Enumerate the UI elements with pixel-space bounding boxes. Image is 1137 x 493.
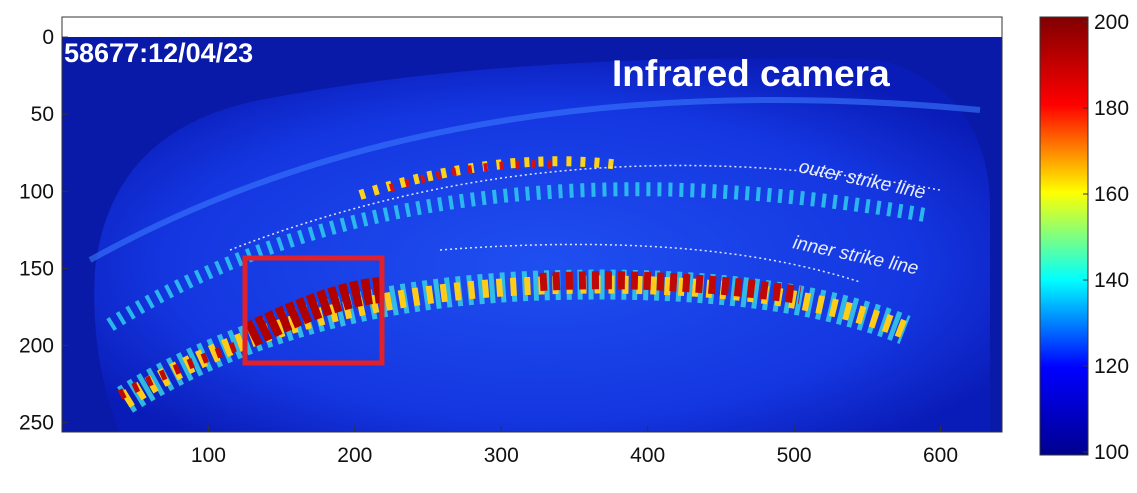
y-tick-label: 0 (42, 26, 54, 49)
y-tick-label: 250 (19, 412, 54, 435)
axes-frame (61, 16, 1003, 433)
colorbar-tick-label: 120 (1094, 355, 1129, 378)
highlight-box (242, 255, 385, 366)
colorbar-tick-label: 100 (1094, 441, 1129, 464)
colorbar-tick-label: 160 (1094, 183, 1129, 206)
y-tick-label: 150 (19, 257, 54, 280)
x-tick-label: 400 (630, 444, 665, 467)
ir-image (62, 17, 1002, 432)
x-tick-label: 500 (777, 444, 812, 467)
colorbar-tick-label: 200 (1094, 11, 1129, 34)
x-tick-label: 300 (484, 444, 519, 467)
y-tick-label: 50 (31, 103, 54, 126)
colorbar-tick-label: 180 (1094, 97, 1129, 120)
colorbar-tick-label: 140 (1094, 269, 1129, 292)
x-tick-label: 600 (923, 444, 958, 467)
x-tick-label: 100 (191, 444, 226, 467)
image-title: Infrared camera (612, 53, 890, 94)
y-tick-label: 100 (19, 180, 54, 203)
shot-label: 58677:12/04/23 (64, 38, 253, 68)
y-tick-label: 200 (19, 335, 54, 358)
x-tick-label: 200 (337, 444, 372, 467)
colorbar (1039, 16, 1089, 456)
